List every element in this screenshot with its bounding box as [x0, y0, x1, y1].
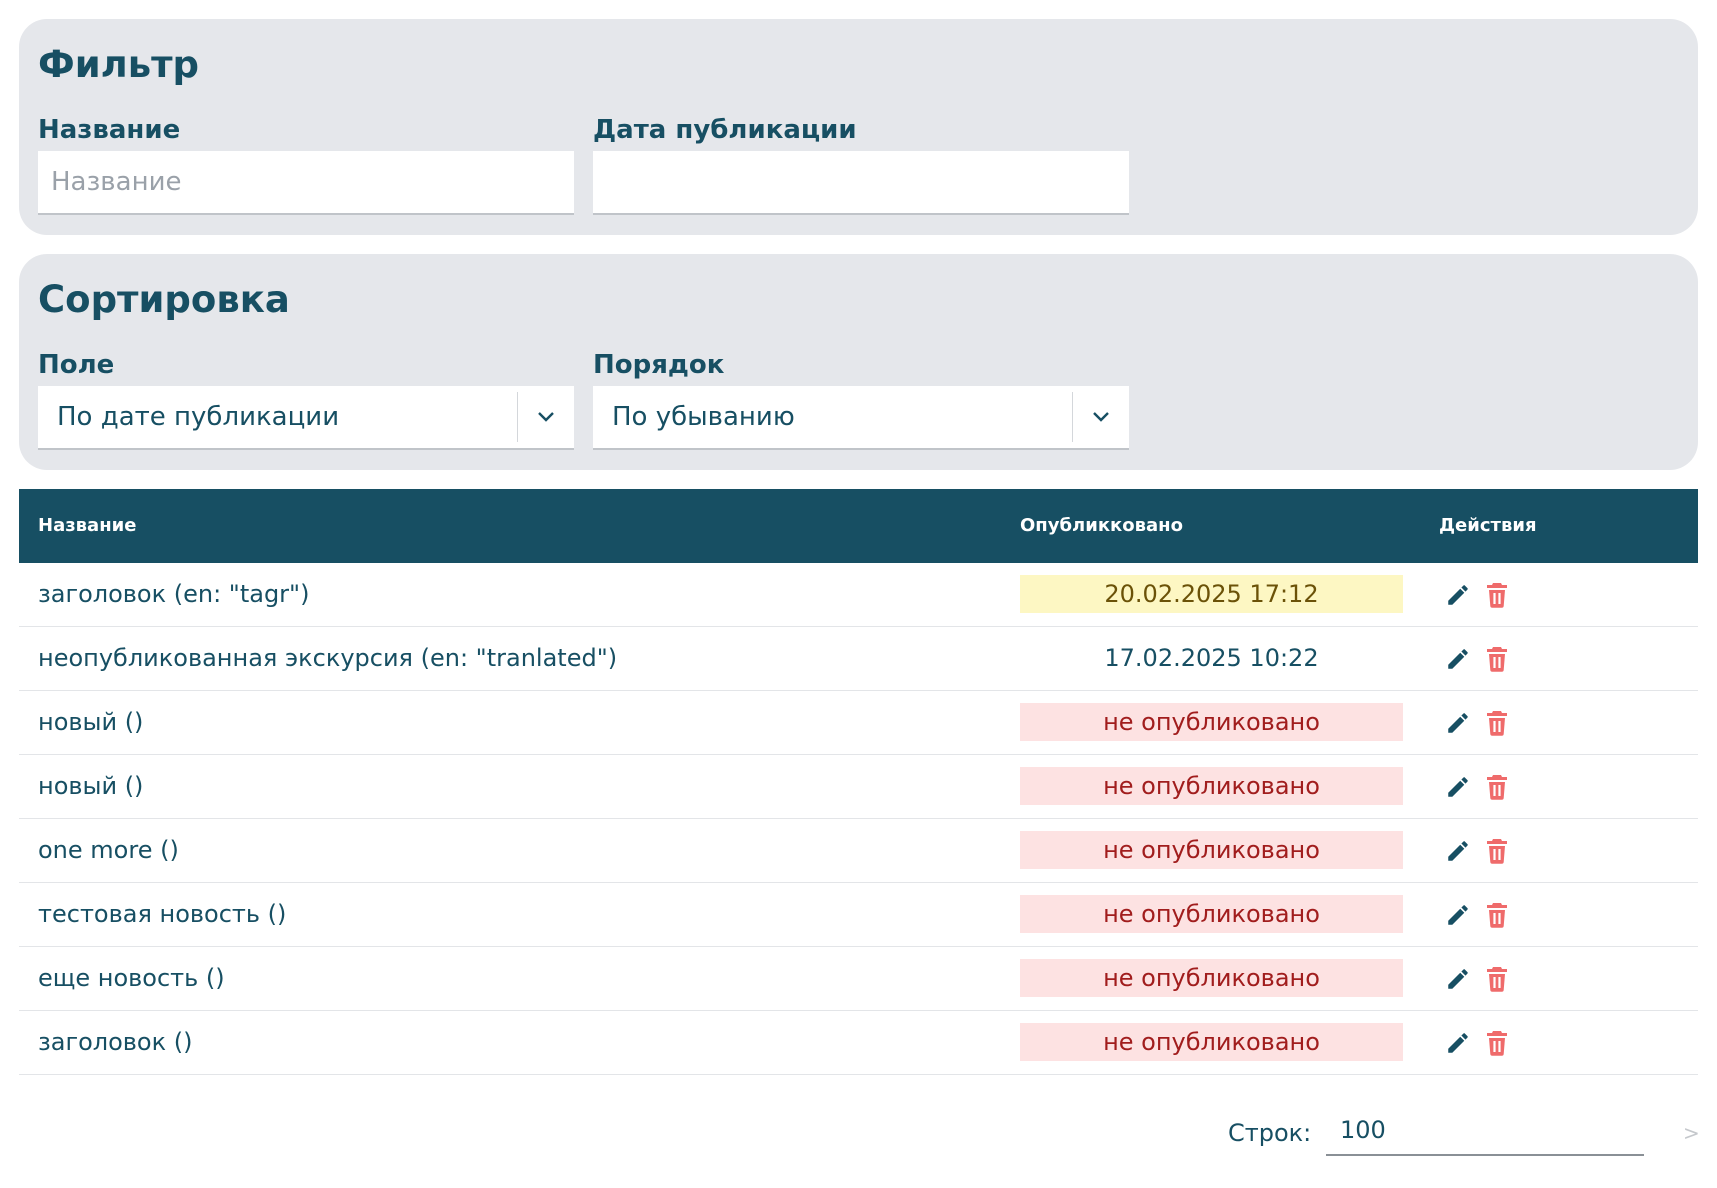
publish-status-badge: 17.02.2025 10:22: [1104, 644, 1319, 672]
table-row[interactable]: заголовок () не опубликовано: [19, 1011, 1698, 1075]
table-body: заголовок (en: "tagr") 20.02.2025 17:12 …: [19, 563, 1698, 1075]
table-row[interactable]: неопубликованная экскурсия (en: "tranlat…: [19, 627, 1698, 691]
date-filter-field[interactable]: [593, 151, 1129, 215]
row-actions: [1444, 563, 1510, 626]
date-filter-input[interactable]: [593, 151, 1129, 213]
row-actions: [1444, 883, 1510, 946]
chevron-down-icon[interactable]: [518, 385, 574, 449]
column-header-actions: Действия: [1439, 515, 1537, 536]
pencil-icon[interactable]: [1444, 965, 1471, 992]
table-row[interactable]: новый () не опубликовано: [19, 691, 1698, 755]
row-title[interactable]: тестовая новость (): [38, 900, 287, 928]
trash-icon[interactable]: [1483, 645, 1510, 672]
row-title[interactable]: заголовок (): [38, 1028, 193, 1056]
row-title[interactable]: неопубликованная экскурсия (en: "tranlat…: [38, 644, 618, 672]
filter-panel: Фильтр Название Дата публикации: [19, 19, 1698, 235]
row-actions: [1444, 755, 1510, 818]
row-title[interactable]: one more (): [38, 836, 179, 864]
table-row[interactable]: заголовок (en: "tagr") 20.02.2025 17:12: [19, 563, 1698, 627]
trash-icon[interactable]: [1483, 581, 1510, 608]
publish-status-badge: не опубликовано: [1020, 831, 1403, 869]
next-page-button[interactable]: >: [1683, 1121, 1700, 1145]
trash-icon[interactable]: [1483, 901, 1510, 928]
name-filter-input[interactable]: [38, 151, 574, 213]
pagination: Строк: 100 >: [0, 1108, 1717, 1158]
pencil-icon[interactable]: [1444, 709, 1471, 736]
sort-panel: Сортировка Поле По дате публикации Поряд…: [19, 254, 1698, 470]
column-header-published[interactable]: Опубликковано: [1020, 515, 1183, 536]
sort-order-value: По убыванию: [612, 402, 795, 432]
row-actions: [1444, 691, 1510, 754]
table-row[interactable]: новый () не опубликовано: [19, 755, 1698, 819]
trash-icon[interactable]: [1483, 1029, 1510, 1056]
trash-icon[interactable]: [1483, 709, 1510, 736]
pencil-icon[interactable]: [1444, 901, 1471, 928]
column-header-name[interactable]: Название: [38, 515, 137, 536]
pencil-icon[interactable]: [1444, 773, 1471, 800]
trash-icon[interactable]: [1483, 965, 1510, 992]
sort-field-select[interactable]: По дате публикации: [38, 386, 574, 450]
table-row[interactable]: еще новость () не опубликовано: [19, 947, 1698, 1011]
row-actions: [1444, 627, 1510, 690]
publish-status-badge: не опубликовано: [1020, 703, 1403, 741]
row-actions: [1444, 947, 1510, 1010]
rows-per-page-select[interactable]: 100: [1326, 1108, 1644, 1156]
pencil-icon[interactable]: [1444, 645, 1471, 672]
row-title[interactable]: еще новость (): [38, 964, 225, 992]
row-actions: [1444, 819, 1510, 882]
row-title[interactable]: новый (): [38, 708, 144, 736]
sort-field-label: Поле: [38, 350, 115, 380]
rows-per-page-label: Строк:: [1228, 1119, 1312, 1147]
table-row[interactable]: one more () не опубликовано: [19, 819, 1698, 883]
name-filter-label: Название: [38, 115, 181, 145]
sort-field-value: По дате публикации: [57, 402, 340, 432]
table-header: Название Опубликковано Действия: [19, 489, 1698, 563]
pencil-icon[interactable]: [1444, 837, 1471, 864]
select-divider: [1072, 392, 1073, 442]
table-row[interactable]: тестовая новость () не опубликовано: [19, 883, 1698, 947]
select-divider: [517, 392, 518, 442]
publish-status-badge: 20.02.2025 17:12: [1020, 575, 1403, 613]
pencil-icon[interactable]: [1444, 1029, 1471, 1056]
trash-icon[interactable]: [1483, 773, 1510, 800]
rows-per-page-value: 100: [1340, 1116, 1386, 1144]
sort-order-select[interactable]: По убыванию: [593, 386, 1129, 450]
trash-icon[interactable]: [1483, 837, 1510, 864]
publish-status-badge: не опубликовано: [1020, 959, 1403, 997]
row-actions: [1444, 1011, 1510, 1074]
sort-title: Сортировка: [38, 278, 290, 321]
chevron-down-icon[interactable]: [1073, 385, 1129, 449]
publish-status-badge: не опубликовано: [1020, 895, 1403, 933]
publish-status-badge: не опубликовано: [1020, 1023, 1403, 1061]
filter-title: Фильтр: [38, 43, 200, 86]
sort-order-label: Порядок: [593, 350, 725, 380]
row-title[interactable]: заголовок (en: "tagr"): [38, 580, 310, 608]
row-title[interactable]: новый (): [38, 772, 144, 800]
publish-status-badge: не опубликовано: [1020, 767, 1403, 805]
pencil-icon[interactable]: [1444, 581, 1471, 608]
items-table: Название Опубликковано Действия заголово…: [19, 489, 1698, 1075]
name-filter-field[interactable]: [38, 151, 574, 215]
date-filter-label: Дата публикации: [593, 115, 857, 145]
